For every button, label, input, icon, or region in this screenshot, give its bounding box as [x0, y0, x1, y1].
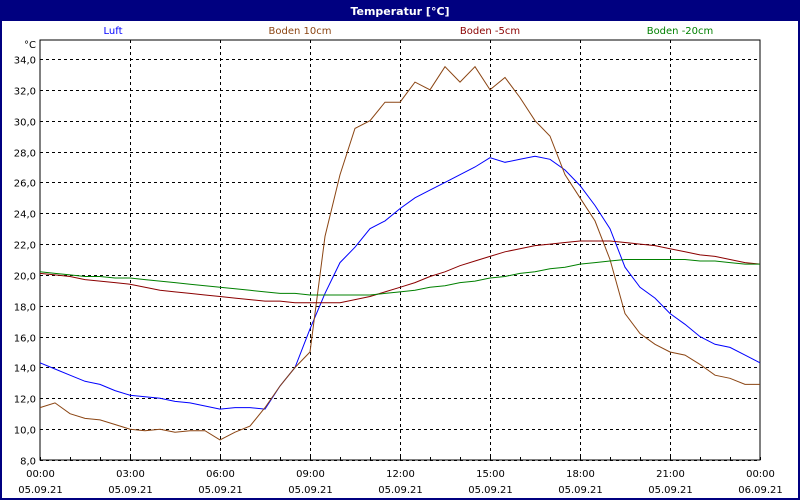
- y-tick-label: 12,0: [14, 395, 36, 406]
- x-tick-date: 05.09.21: [288, 485, 333, 496]
- y-tick-label: 28,0: [14, 149, 36, 160]
- x-tick-time: 12:00: [386, 469, 415, 480]
- y-tick-label: 24,0: [14, 210, 36, 221]
- y-axis-unit: °C: [24, 40, 36, 51]
- y-tick-label: 22,0: [14, 241, 36, 252]
- y-tick-label: 30,0: [14, 118, 36, 129]
- x-tick-date: 05.09.21: [378, 485, 423, 496]
- x-tick-date: 05.09.21: [468, 485, 513, 496]
- x-tick-time: 15:00: [476, 469, 505, 480]
- x-tick-time: 03:00: [116, 469, 145, 480]
- y-tick-label: 34,0: [14, 56, 36, 67]
- legend-boden-20cm: Boden -20cm: [647, 26, 714, 37]
- x-tick-date: 05.09.21: [108, 485, 153, 496]
- y-tick-label: 10,0: [14, 426, 36, 437]
- y-tick-label: 8,0: [20, 457, 36, 468]
- legend-luft: Luft: [104, 26, 123, 37]
- legend-boden-5cm: Boden -5cm: [460, 26, 520, 37]
- x-tick-time: 18:00: [566, 469, 595, 480]
- y-tick-label: 32,0: [14, 87, 36, 98]
- x-tick-date: 05.09.21: [558, 485, 603, 496]
- series-line-boden-10cm: [39, 65, 760, 441]
- x-tick-time: 21:00: [656, 469, 685, 480]
- x-tick-time: 06:00: [206, 469, 235, 480]
- series-line-boden-20cm: [39, 259, 760, 296]
- y-tick-label: 14,0: [14, 364, 36, 375]
- x-tick-date: 05.09.21: [648, 485, 693, 496]
- x-tick-date: 06.09.21: [738, 485, 783, 496]
- series-line-luft: [39, 155, 761, 410]
- x-tick-time: 00:00: [26, 469, 55, 480]
- y-tick-label: 26,0: [14, 179, 36, 190]
- y-tick-label: 16,0: [14, 334, 36, 345]
- x-tick-time: 09:00: [296, 469, 325, 480]
- x-tick-date: 05.09.21: [18, 485, 63, 496]
- series-line-boden-5cm: [39, 240, 761, 304]
- legend-boden-10cm: Boden 10cm: [269, 26, 332, 37]
- y-tick-label: 20,0: [14, 272, 36, 283]
- x-tick-time: 00:00: [746, 469, 775, 480]
- window-title: Temperatur [°C]: [2, 2, 798, 21]
- x-tick-date: 05.09.21: [198, 485, 243, 496]
- y-tick-label: 18,0: [14, 303, 36, 314]
